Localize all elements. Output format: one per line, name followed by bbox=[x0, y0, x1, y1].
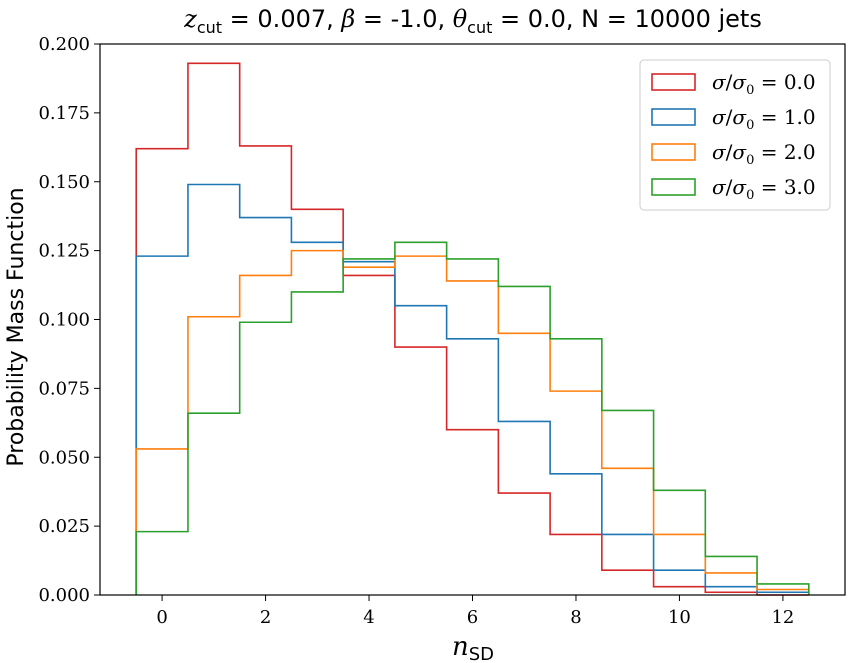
legend-label: σ/σ0 = 3.0 bbox=[712, 175, 816, 203]
x-tick-label: 2 bbox=[260, 607, 271, 628]
legend-swatch bbox=[651, 73, 696, 91]
y-tick-label: 0.150 bbox=[38, 172, 90, 193]
legend-swatch bbox=[651, 108, 696, 126]
y-axis-ticks: 0.000 0.025 0.050 0.075 0.100 0.125 0.150 0.175… bbox=[38, 34, 100, 606]
legend-item: σ/σ0 = 3.0 bbox=[651, 175, 816, 203]
legend-swatch bbox=[651, 143, 696, 161]
y-tick-label: 0.075 bbox=[38, 378, 90, 399]
legend-label: σ/σ0 = 1.0 bbox=[712, 105, 816, 133]
legend-label: σ/σ0 = 2.0 bbox=[712, 140, 816, 168]
chart-title: zcut = 0.007, β = -1.0, θcut = 0.0, N = … bbox=[183, 5, 762, 37]
series-layer bbox=[135, 62, 810, 596]
legend: σ/σ0 = 0.0 σ/σ0 = 1.0 σ/σ0 = 2.0 σ/σ0 = 3.0 bbox=[639, 59, 831, 211]
legend-item: σ/σ0 = 0.0 bbox=[651, 70, 816, 98]
x-axis-ticks: 0 2 4 6 8 10 12 bbox=[156, 595, 794, 628]
y-tick-label: 0.050 bbox=[38, 447, 90, 468]
x-tick-label: 12 bbox=[771, 607, 794, 628]
y-tick-label: 0.125 bbox=[38, 241, 90, 262]
y-tick-label: 0.200 bbox=[38, 34, 90, 55]
legend-label: σ/σ0 = 0.0 bbox=[712, 70, 816, 98]
series-line-1 bbox=[135, 183, 810, 595]
y-tick-label: 0.100 bbox=[38, 310, 90, 331]
x-tick-label: 8 bbox=[570, 607, 581, 628]
legend-box bbox=[639, 59, 831, 211]
series-line-0 bbox=[135, 62, 809, 596]
x-tick-label: 0 bbox=[156, 607, 167, 628]
y-tick-label: 0.025 bbox=[38, 516, 90, 537]
y-tick-label: 0.000 bbox=[38, 585, 90, 606]
x-tick-label: 10 bbox=[668, 607, 691, 628]
legend-swatch bbox=[651, 178, 696, 196]
x-axis-label: nSD bbox=[452, 632, 494, 663]
x-tick-label: 6 bbox=[467, 607, 478, 628]
series-line-2 bbox=[135, 249, 810, 595]
legend-item: σ/σ0 = 2.0 bbox=[651, 140, 816, 168]
legend-item: σ/σ0 = 1.0 bbox=[651, 105, 816, 133]
y-tick-label: 0.175 bbox=[38, 103, 90, 124]
series-line-3 bbox=[135, 241, 810, 595]
y-axis-label: Probability Mass Function bbox=[4, 187, 29, 466]
x-tick-label: 4 bbox=[363, 607, 374, 628]
